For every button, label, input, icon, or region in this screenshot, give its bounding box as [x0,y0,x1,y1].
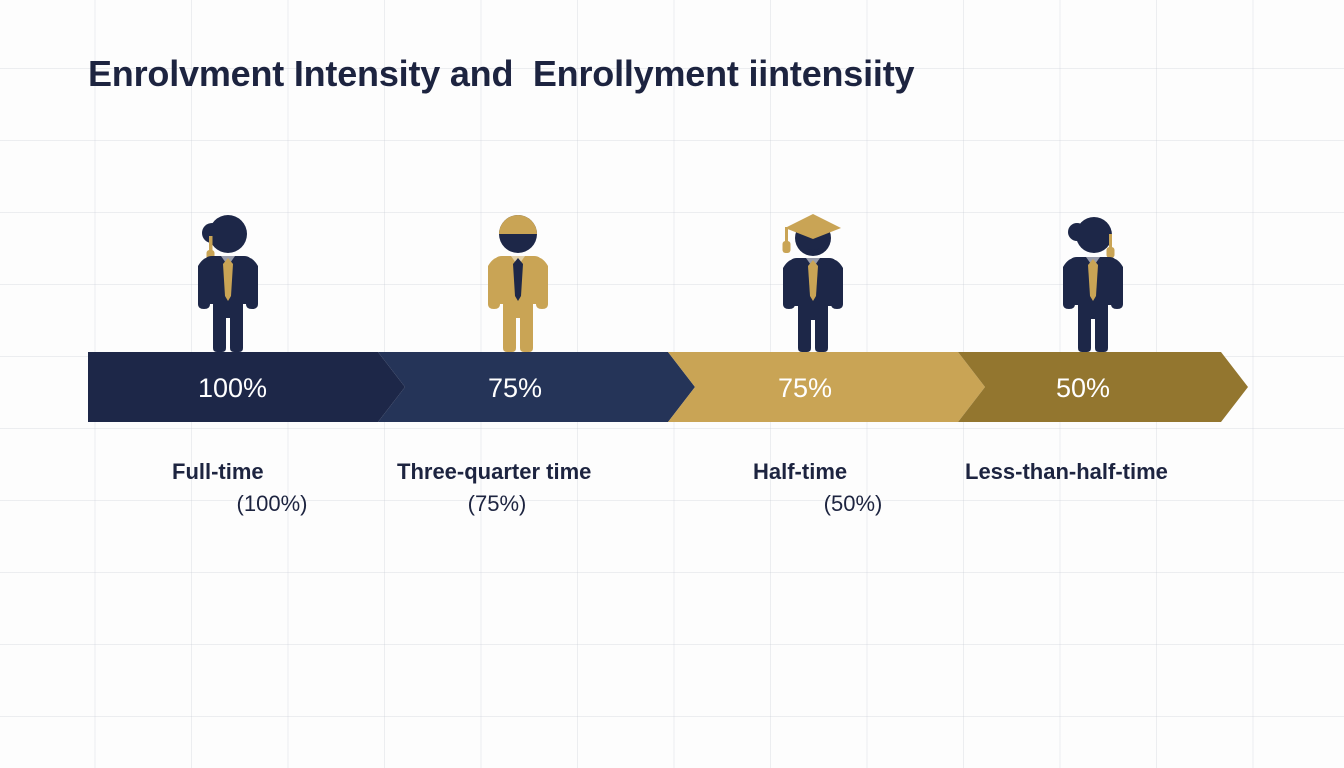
figure-half-time [763,208,863,356]
category-label-three-quarter-time: Three-quarter time (75%) [397,456,687,520]
figure-full-time [178,208,278,356]
person-graduate-mortarboard-icon [782,214,843,352]
category-sublabel-three-quarter-time: (75%) [467,490,527,516]
category-label-full-time: Full-time (100%) [172,456,462,520]
bar-value-full-time: 100% [198,373,267,403]
bar-value-less-than-half-time: 50% [1056,373,1110,403]
page-title: Enrolvment Intensity and Enrollyment iin… [88,53,915,94]
figure-less-than-half-time [1043,208,1143,356]
category-name-half-time: Half-time [753,459,848,484]
category-name-three-quarter-time: Three-quarter time [397,459,592,484]
category-sublabel-full-time: (100%) [236,490,308,516]
category-label-less-than-half-time: Less-than-half-time [965,456,1255,488]
bar-segment-less-than-half-time[interactable] [958,352,1248,422]
bar-segment-three-quarter-time[interactable] [378,352,695,422]
enrollment-intensity-chevron-bar: 100% 75% 75% 50% [88,352,1248,422]
person-graduate-gold-icon [488,215,548,352]
category-name-less-than-half-time: Less-than-half-time [965,459,1168,484]
bar-value-half-time: 75% [778,373,832,403]
bar-segment-half-time[interactable] [668,352,985,422]
person-graduate-navy-tassel-icon [1063,217,1123,352]
bar-segment-full-time[interactable] [88,352,405,422]
figure-three-quarter-time [468,208,568,356]
category-label-half-time: Half-time (50%) [753,456,1043,520]
person-graduate-navy-bun-icon [198,215,258,352]
category-sublabel-half-time: (50%) [823,490,883,516]
category-name-full-time: Full-time [172,459,264,484]
bar-value-three-quarter-time: 75% [488,373,542,403]
